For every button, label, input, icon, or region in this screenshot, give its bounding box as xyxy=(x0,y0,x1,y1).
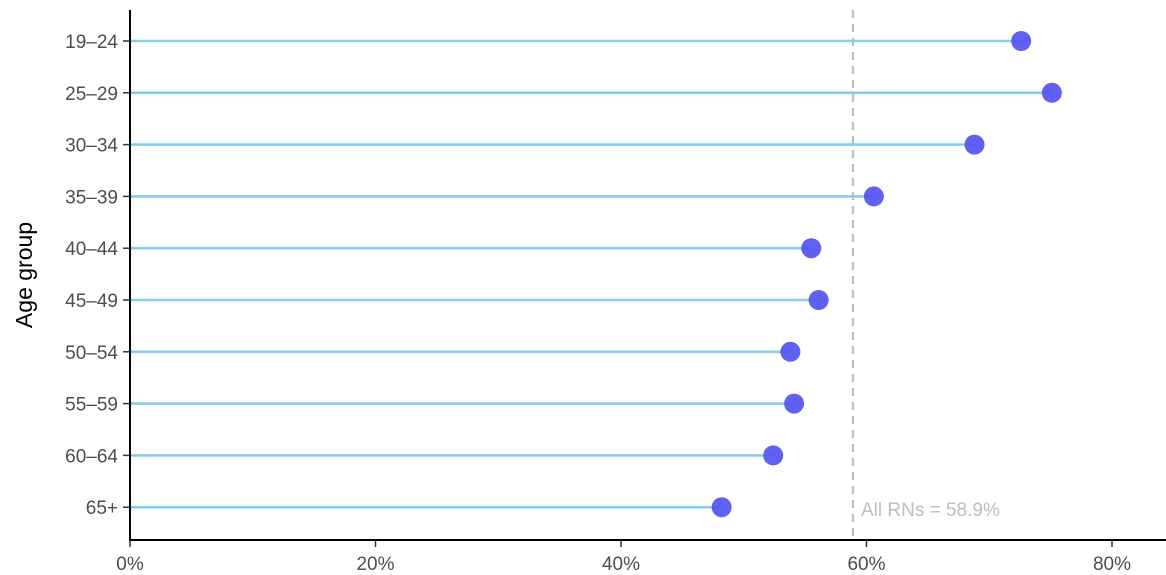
y-tick-label-2: 30–34 xyxy=(65,136,118,157)
x-tick-label-0: 0% xyxy=(116,554,144,575)
point-1 xyxy=(1041,82,1062,103)
x-tick-label-4: 80% xyxy=(1093,554,1131,575)
point-8 xyxy=(763,445,784,466)
labels-layer: Age group All RNs = 58.9% xyxy=(11,222,1000,521)
y-tick-label-1: 25–29 xyxy=(65,84,118,105)
stems-layer xyxy=(130,39,1052,509)
point-2 xyxy=(964,134,985,155)
point-6 xyxy=(780,341,801,362)
axes-layer: 19–24 25–29 30–34 35–39 40–44 45–49 50–54 55–59… xyxy=(65,10,1166,575)
points-layer xyxy=(711,31,1062,518)
point-7 xyxy=(784,393,805,414)
y-tick-label-6: 50–54 xyxy=(65,343,118,364)
point-0 xyxy=(1011,31,1032,51)
y-tick-label-7: 55–59 xyxy=(65,395,118,416)
y-tick-label-5: 45–49 xyxy=(65,291,118,312)
y-axis-title: Age group xyxy=(11,222,37,328)
y-tick-label-8: 60–64 xyxy=(65,446,118,467)
point-5 xyxy=(808,290,829,310)
x-tick-label-1: 20% xyxy=(356,554,394,575)
y-tick-label-0: 19–24 xyxy=(65,32,118,53)
y-tick-label-3: 35–39 xyxy=(65,187,118,208)
x-tick-label-2: 40% xyxy=(602,554,640,575)
y-tick-label-4: 40–44 xyxy=(65,239,118,260)
x-tick-label-3: 60% xyxy=(847,554,885,575)
point-4 xyxy=(801,238,822,259)
y-tick-label-9: 65+ xyxy=(86,498,118,519)
point-9 xyxy=(711,497,732,518)
reference-line-label: All RNs = 58.9% xyxy=(861,500,1000,521)
point-3 xyxy=(863,186,884,207)
